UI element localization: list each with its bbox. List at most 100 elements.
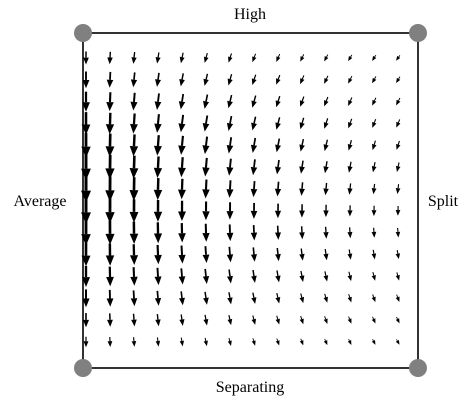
arrow-shaft bbox=[157, 52, 160, 58]
arrow-head bbox=[81, 234, 91, 246]
arrow bbox=[372, 54, 377, 61]
vertex-top-right bbox=[409, 24, 427, 42]
arrow-head bbox=[81, 168, 91, 181]
arrow-head bbox=[323, 122, 329, 129]
arrow-head bbox=[203, 297, 209, 305]
arrow-shaft bbox=[349, 97, 353, 102]
arrow-shaft bbox=[157, 72, 160, 80]
arrow bbox=[276, 74, 281, 85]
arrow-head bbox=[178, 123, 186, 133]
arrow bbox=[129, 155, 139, 179]
arrow-shaft bbox=[300, 270, 303, 276]
arrow-shaft bbox=[300, 248, 303, 255]
arrow-head bbox=[348, 99, 353, 106]
arrow-head bbox=[227, 297, 233, 305]
arrow-shaft bbox=[277, 159, 280, 168]
arrow-shaft bbox=[373, 162, 376, 167]
arrow bbox=[178, 157, 186, 178]
arrow-head bbox=[347, 253, 353, 260]
arrow bbox=[252, 53, 257, 63]
arrow bbox=[177, 178, 186, 200]
arrow-head bbox=[299, 275, 305, 282]
arrow bbox=[129, 134, 139, 157]
arrow bbox=[323, 161, 329, 174]
arrow-head bbox=[323, 275, 329, 282]
arrow bbox=[299, 160, 305, 174]
arrow-shaft bbox=[324, 316, 327, 320]
arrow-head bbox=[154, 254, 162, 265]
arrow-head bbox=[275, 100, 281, 108]
arrow bbox=[178, 245, 186, 264]
arrow-head bbox=[372, 55, 377, 61]
arrow-head bbox=[347, 340, 352, 345]
arrow-head bbox=[250, 232, 258, 241]
arrow-head bbox=[81, 255, 91, 267]
arrow-head bbox=[202, 232, 210, 242]
arrow-head bbox=[395, 187, 401, 194]
arrow bbox=[275, 315, 280, 325]
arrow-head bbox=[202, 211, 210, 221]
arrow bbox=[179, 291, 185, 306]
arrow-head bbox=[105, 233, 115, 245]
arrow-shaft bbox=[374, 76, 377, 80]
arrow-head bbox=[129, 190, 139, 201]
arrow-shaft bbox=[180, 157, 184, 168]
arrow-shaft bbox=[180, 291, 183, 299]
arrow-head bbox=[81, 146, 91, 158]
arrow-head bbox=[178, 145, 186, 155]
arrow bbox=[105, 176, 115, 202]
arrow-head bbox=[250, 188, 258, 198]
arrow bbox=[274, 225, 281, 240]
arrow-shaft bbox=[180, 245, 184, 255]
arrow bbox=[81, 197, 91, 225]
arrow-shaft bbox=[132, 134, 136, 147]
arrow bbox=[226, 115, 234, 131]
arrow bbox=[203, 52, 209, 63]
arrow-head bbox=[371, 253, 377, 260]
arrow bbox=[250, 202, 258, 219]
arrow-head bbox=[82, 319, 90, 328]
arrow-shaft bbox=[228, 337, 231, 342]
arrow-head bbox=[396, 99, 401, 106]
arrow bbox=[251, 74, 257, 86]
arrow-head bbox=[177, 189, 186, 200]
arrow-shaft bbox=[204, 337, 207, 342]
arrow-head bbox=[154, 276, 162, 286]
arrow bbox=[178, 200, 186, 222]
arrow-head bbox=[203, 100, 210, 109]
arrow-head bbox=[228, 56, 233, 63]
arrow bbox=[371, 162, 377, 173]
arrow bbox=[131, 313, 137, 327]
arrow-head bbox=[179, 319, 185, 326]
arrow-head bbox=[130, 123, 138, 134]
arrow-shaft bbox=[252, 292, 255, 298]
arrow-shaft bbox=[348, 316, 350, 320]
arrow-head bbox=[83, 57, 89, 65]
arrow bbox=[153, 135, 162, 156]
arrow-head bbox=[250, 210, 258, 219]
arrow-head bbox=[395, 296, 400, 302]
arrow-shaft bbox=[204, 157, 208, 168]
arrow-head bbox=[395, 253, 401, 260]
label-bottom: Separating bbox=[216, 379, 284, 396]
arrow-head bbox=[347, 144, 353, 151]
arrow-shaft bbox=[372, 249, 375, 254]
arrow-head bbox=[178, 101, 186, 110]
arrow-shaft bbox=[156, 314, 159, 320]
arrow bbox=[155, 314, 161, 327]
arrow-shaft bbox=[300, 315, 303, 320]
arrow bbox=[105, 133, 115, 158]
arrow-shaft bbox=[156, 290, 159, 299]
arrow bbox=[299, 138, 305, 152]
arrow-shaft bbox=[325, 96, 329, 102]
arrow bbox=[323, 293, 328, 303]
arrow bbox=[396, 76, 401, 84]
arrow-head bbox=[300, 78, 305, 85]
arrow-head bbox=[300, 56, 305, 62]
arrow-shaft bbox=[229, 115, 233, 124]
arrow-shaft bbox=[350, 54, 353, 58]
arrow-head bbox=[347, 275, 353, 282]
arrow bbox=[129, 221, 139, 244]
arrow bbox=[226, 224, 234, 242]
